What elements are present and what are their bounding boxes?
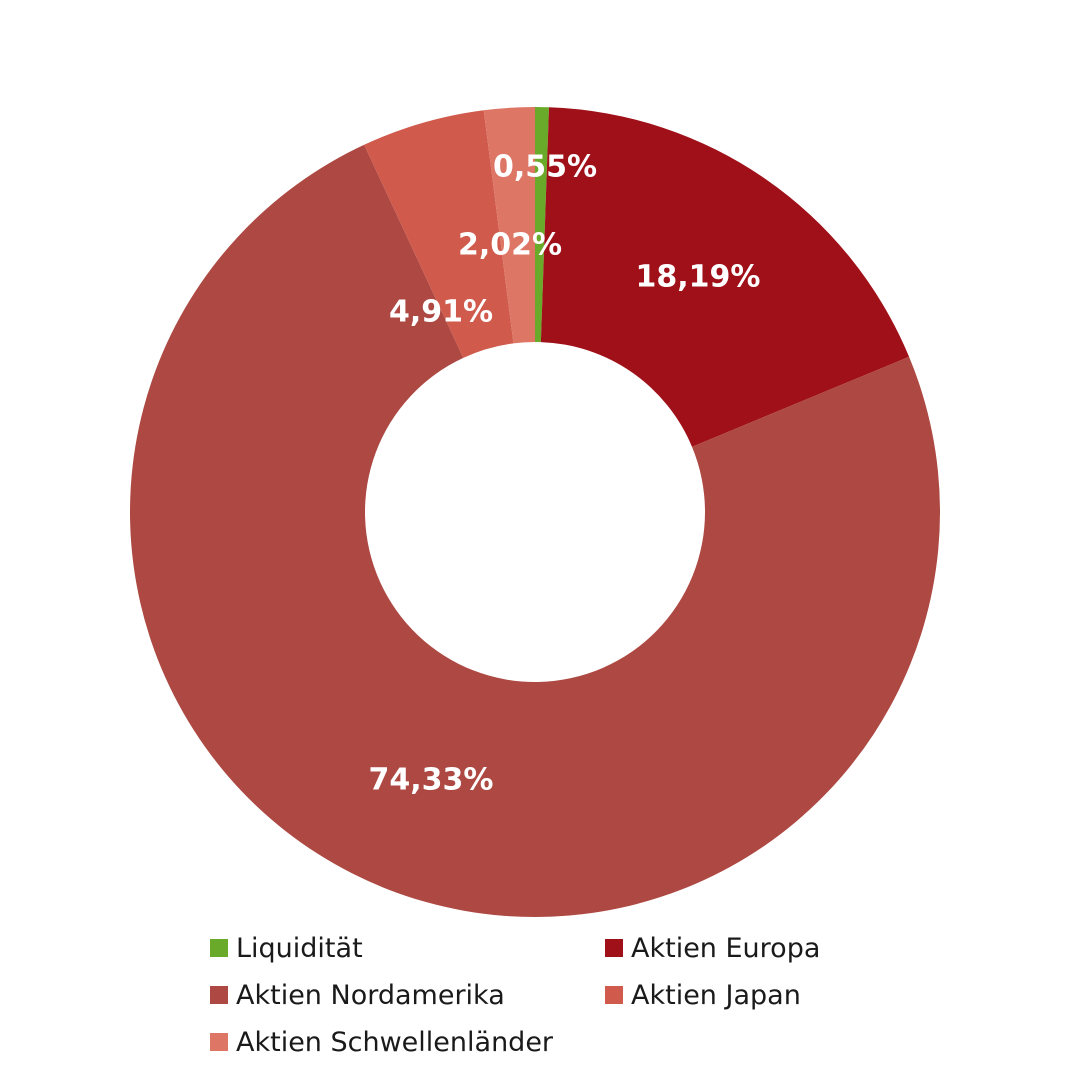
legend-label: Liquidität	[236, 932, 363, 964]
legend-swatch	[605, 939, 623, 957]
legend-item-aktien-nordamerika: Aktien Nordamerika	[210, 975, 505, 1015]
slice-aktien-europa	[540, 107, 910, 447]
chart-legend: Liquidität Aktien Europa Aktien Nordamer…	[210, 928, 890, 1068]
legend-swatch	[210, 939, 228, 957]
legend-label: Aktien Japan	[631, 979, 801, 1011]
data-label: 18,19%	[636, 260, 761, 295]
legend-item-liquiditaet: Liquidität	[210, 928, 363, 968]
legend-swatch	[210, 1033, 228, 1051]
data-label: 74,33%	[369, 763, 494, 798]
legend-label: Aktien Nordamerika	[236, 979, 505, 1011]
slice-aktien-japan	[364, 110, 514, 358]
data-label: 4,91%	[389, 295, 493, 330]
slice-aktien-nordamerika	[130, 144, 941, 917]
data-label: 2,02%	[458, 228, 562, 263]
legend-label: Aktien Europa	[631, 932, 821, 964]
slice-liquiditaet	[535, 107, 549, 343]
legend-item-aktien-schwellenlaender: Aktien Schwellenländer	[210, 1022, 553, 1062]
donut-chart: 0,55% 18,19% 74,33% 4,91% 2,02%	[130, 107, 941, 917]
slice-aktien-schwellenlaender	[483, 107, 535, 344]
legend-swatch	[605, 986, 623, 1004]
legend-item-aktien-europa: Aktien Europa	[605, 928, 820, 968]
legend-swatch	[210, 986, 228, 1004]
data-label: 0,55%	[493, 150, 597, 185]
legend-item-aktien-japan: Aktien Japan	[605, 975, 801, 1015]
legend-label: Aktien Schwellenländer	[236, 1026, 554, 1058]
